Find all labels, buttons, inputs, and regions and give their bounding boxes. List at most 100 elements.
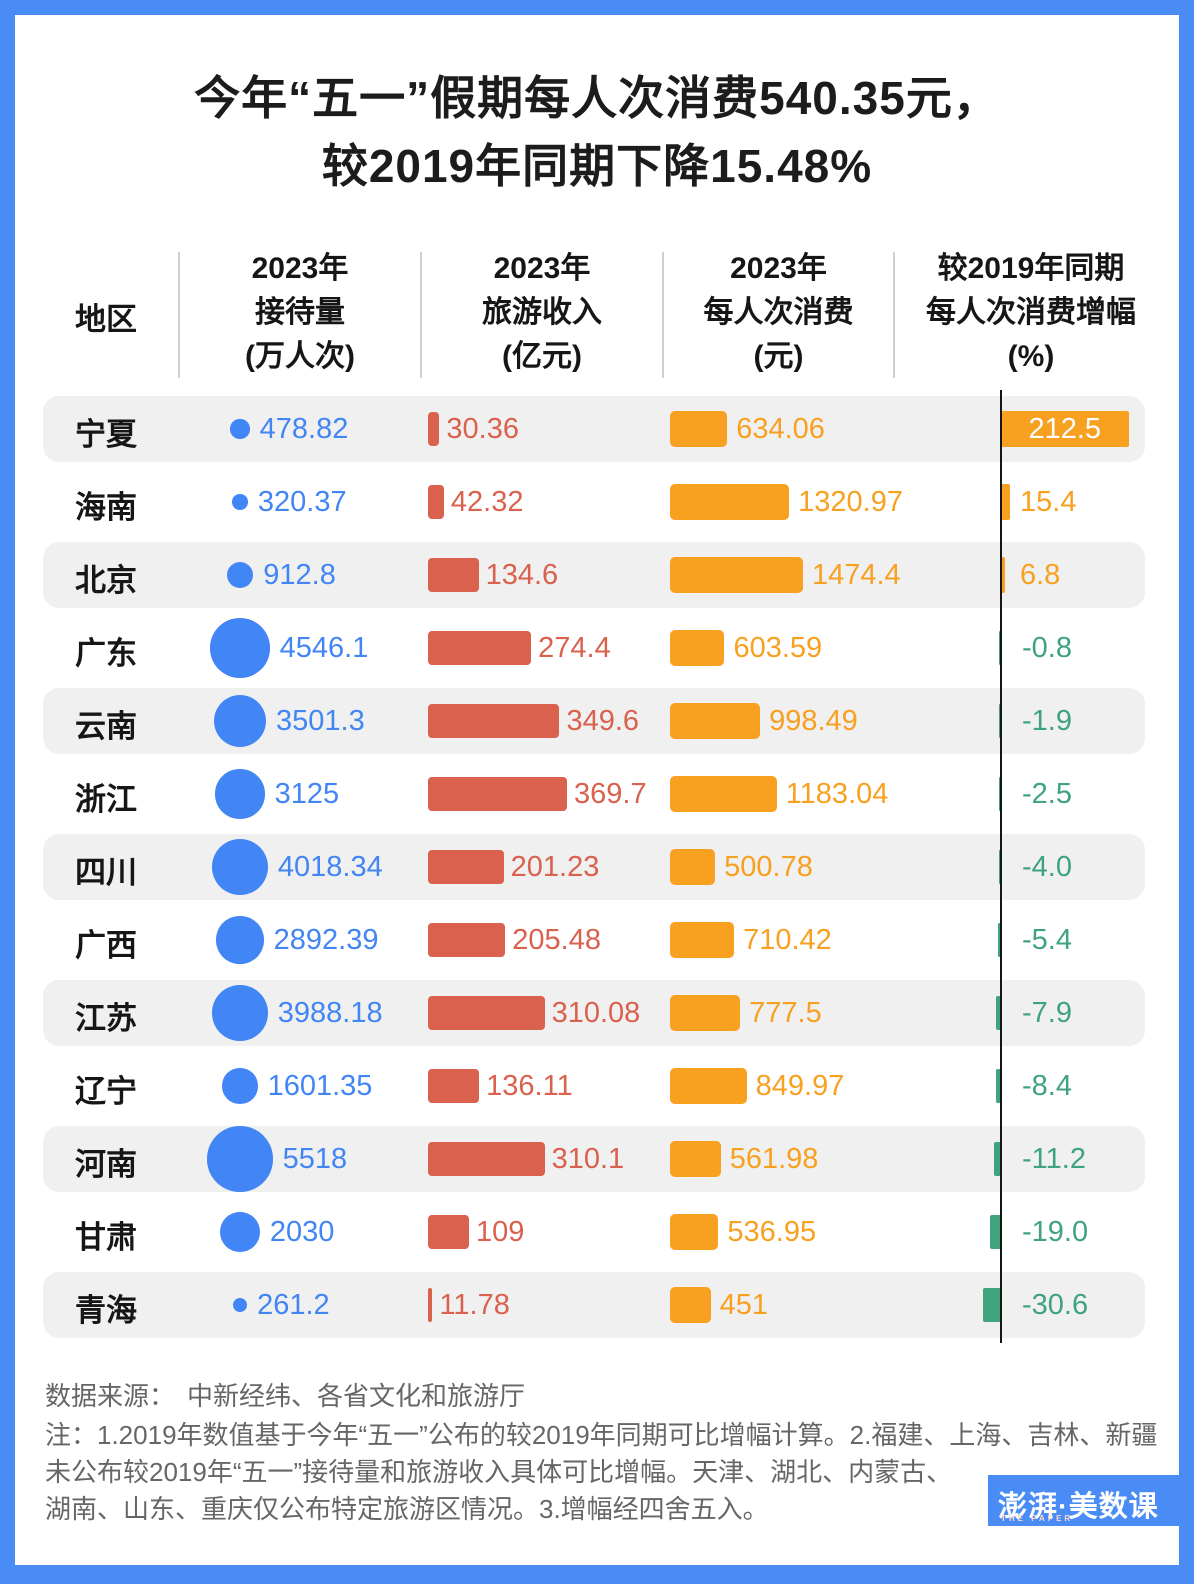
column-header-visitors: 2023年 接待量 (万人次): [181, 247, 419, 379]
growth-bar: [996, 996, 1001, 1030]
footnote-line: 湖南、山东、重庆仅公布特定旅游区情况。3.增幅经四舍五入。: [45, 1494, 769, 1524]
spend-value: 710.42: [743, 924, 832, 956]
visitors-circle: [232, 494, 248, 510]
growth-bar: [994, 1142, 1001, 1176]
revenue-bar: [428, 704, 560, 738]
column-header-line: 2023年: [493, 252, 591, 285]
spend-value: 777.5: [749, 997, 822, 1029]
spend-bar: [670, 411, 728, 447]
visitors-circle: [210, 618, 270, 678]
growth-bar: [1001, 484, 1011, 520]
region-label: 四川: [75, 855, 137, 890]
spend-value: 1320.97: [798, 486, 903, 518]
spend-bar: [670, 703, 761, 739]
growth-value: -11.2: [1022, 1143, 1086, 1175]
region-label: 海南: [75, 490, 137, 525]
region-label: 辽宁: [75, 1074, 137, 1109]
spend-bar: [670, 849, 716, 885]
spend-bar: [670, 922, 735, 958]
spend-value: 1474.4: [811, 559, 901, 591]
spend-bar: [670, 1214, 719, 1250]
growth-value: -1.9: [1022, 705, 1072, 737]
growth-value: -30.6: [1022, 1289, 1089, 1321]
region-label: 广东: [75, 636, 137, 671]
revenue-bar: [428, 631, 532, 665]
visitors-value: 2892.39: [273, 924, 379, 956]
visitors-value: 1601.35: [267, 1070, 373, 1102]
visitors-value: 2030: [269, 1216, 335, 1248]
row-background: [43, 1272, 1145, 1338]
column-header-line: (亿元): [502, 340, 582, 373]
data-source-label: 数据来源：: [45, 1381, 176, 1411]
column-header-line: 旅游收入: [482, 296, 602, 329]
column-divider: [420, 252, 422, 378]
revenue-bar: [428, 1069, 480, 1103]
visitors-circle: [215, 769, 265, 819]
visitors-value: 3988.18: [277, 997, 383, 1029]
visitors-circle: [230, 419, 250, 439]
column-divider: [178, 252, 180, 378]
spend-bar: [670, 630, 725, 666]
visitors-circle: [226, 561, 254, 589]
growth-value: 6.8: [1020, 559, 1061, 591]
region-label: 青海: [75, 1293, 137, 1328]
visitors-value: 320.37: [257, 486, 347, 518]
revenue-bar: [428, 558, 479, 592]
visitors-circle: [216, 916, 264, 964]
spend-value: 451: [719, 1289, 769, 1321]
visitors-circle: [232, 1297, 248, 1313]
region-label: 宁夏: [75, 417, 137, 452]
growth-bar: [995, 1069, 1001, 1103]
growth-bar: [998, 850, 1001, 884]
region-label: 云南: [75, 709, 137, 744]
visitors-value: 3125: [274, 778, 340, 810]
chart-title-line2: 较2019年同期下降15.48%: [321, 140, 873, 192]
column-divider: [662, 252, 664, 378]
growth-value: 15.4: [1020, 486, 1077, 518]
revenue-bar: [428, 1215, 469, 1249]
row-background: [43, 542, 1145, 608]
spend-value: 1183.04: [785, 778, 889, 810]
footnote-line: 未公布较2019年“五一”接待量和旅游收入具体可比增幅。天津、湖北、内蒙古、: [45, 1457, 953, 1487]
visitors-value: 4018.34: [277, 851, 383, 883]
spend-value: 849.97: [755, 1070, 845, 1102]
growth-value: -19.0: [1022, 1216, 1089, 1248]
revenue-value: 136.11: [486, 1070, 573, 1102]
region-label: 浙江: [75, 782, 137, 817]
column-header-spend: 2023年 每人次消费 (元): [665, 247, 892, 379]
column-header-line: 每人次消费: [703, 296, 854, 329]
spend-bar: [670, 995, 741, 1031]
growth-value: 212.5: [1028, 412, 1102, 445]
growth-zero-axis-line: [1000, 390, 1002, 1343]
revenue-bar: [428, 1288, 433, 1322]
publisher-logo-subtext: THE PAPER: [1001, 1514, 1074, 1523]
row-background: [43, 396, 1145, 462]
spend-value: 603.59: [733, 632, 823, 664]
visitors-value: 3501.3: [276, 705, 365, 737]
revenue-value: 11.78: [439, 1289, 510, 1321]
revenue-bar: [428, 412, 440, 446]
spend-value: 561.98: [729, 1143, 819, 1175]
spend-bar: [670, 1141, 721, 1177]
column-header-line: 较2019年同期: [937, 252, 1125, 285]
revenue-bar: [428, 996, 545, 1030]
visitors-value: 478.82: [259, 413, 349, 445]
spend-value: 500.78: [724, 851, 813, 883]
growth-bar: 212.5: [1001, 411, 1129, 447]
visitors-circle: [220, 1212, 260, 1252]
growth-value: -2.5: [1022, 778, 1072, 810]
spend-bar: [670, 484, 790, 520]
spend-bar: [670, 1287, 711, 1323]
column-header-growth: 较2019年同期 每人次消费增幅 (%): [896, 247, 1166, 379]
publisher-logo: 澎湃·美数课 THE PAPER: [988, 1475, 1179, 1526]
revenue-bar: [428, 850, 504, 884]
growth-value: -5.4: [1022, 924, 1072, 956]
revenue-bar: [428, 923, 506, 957]
column-header-line: 2023年: [730, 252, 827, 285]
spend-value: 998.49: [769, 705, 858, 737]
growth-value: -8.4: [1022, 1070, 1072, 1102]
visitors-circle: [212, 985, 268, 1041]
visitors-value: 4546.1: [279, 632, 369, 664]
revenue-value: 109: [475, 1216, 525, 1248]
visitors-circle: [212, 839, 268, 895]
